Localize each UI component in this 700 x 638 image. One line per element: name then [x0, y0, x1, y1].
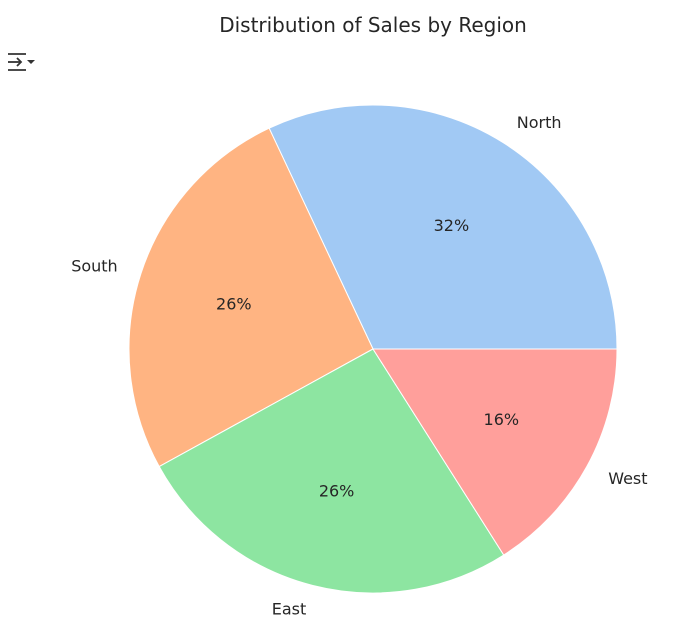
pie-slices	[128, 104, 618, 594]
pie-slice-west	[372, 348, 618, 556]
chart-title: Distribution of Sales by Region	[219, 13, 527, 37]
pie-slice-east	[158, 348, 505, 594]
slice-label-east: East	[272, 600, 307, 619]
slice-percent-south: 26%	[216, 294, 252, 313]
slice-percent-north: 32%	[434, 216, 470, 235]
slice-label-north: North	[517, 113, 562, 132]
expand-collapse-output-icon	[8, 53, 35, 71]
pie-slice-north	[268, 104, 618, 350]
slice-label-south: South	[71, 257, 118, 276]
pie-labels: North 32% South 26% East 26% West 16%	[71, 113, 647, 619]
slice-percent-west: 16%	[484, 410, 520, 429]
slice-percent-east: 26%	[319, 481, 355, 500]
output-toggle-button[interactable]	[6, 50, 36, 74]
slice-label-west: West	[608, 469, 647, 488]
